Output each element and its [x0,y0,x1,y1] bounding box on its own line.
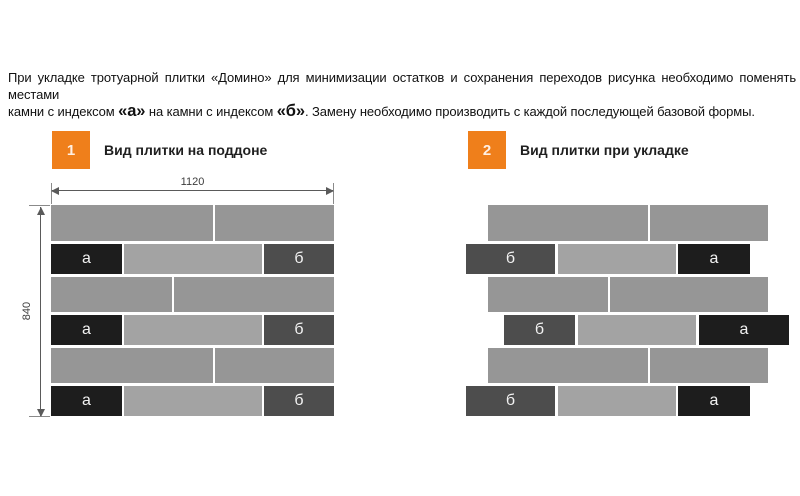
index-a-mark: «а» [118,102,146,120]
tile-gray [558,244,676,274]
tile-gray [174,277,334,312]
tile-gray [578,315,696,345]
intro-line-2: камни с индексом «а» на камни с индексом… [8,103,796,120]
tile-b: б [466,244,555,274]
tile-b: б [466,386,555,416]
laying-diagram: б а б а б а [466,205,789,416]
arrow-left-icon [51,187,59,195]
tile-gray [488,348,648,383]
tile-gray [650,205,768,241]
tile-gray [558,386,676,416]
section-1-header: 1 Вид плитки на поддоне [52,131,267,169]
tile-a: а [678,386,750,416]
tile-b: б [264,386,334,416]
tile-gray [215,348,334,383]
section-1-title: Вид плитки на поддоне [104,142,268,158]
height-dimension-label: 840 [21,301,33,321]
tile-b: б [264,315,334,345]
section-2-header: 2 Вид плитки при укладке [468,131,689,169]
intro-text: При укладке тротуарной плитки «Домино» д… [8,69,796,120]
pallet-diagram: а б а б а б [51,205,334,416]
tile-b: б [504,315,575,345]
intro-line-2-pre: камни с индексом [8,104,119,119]
tile-a: а [51,244,122,274]
tile-gray [650,348,768,383]
width-dimension-line [51,190,334,191]
tile-a: а [678,244,750,274]
intro-line-2-post: . Замену необходимо производить с каждой… [304,104,755,119]
section-1-number-badge: 1 [52,131,90,169]
height-dimension-line [40,207,41,417]
tile-gray [51,205,213,241]
tile-b: б [264,244,334,274]
index-b-mark: «б» [276,102,305,120]
section-2-title: Вид плитки при укладке [520,142,689,158]
tile-a: а [51,386,122,416]
arrow-right-icon [326,187,334,195]
tile-gray [488,205,648,241]
tile-a: а [699,315,789,345]
tile-gray [51,277,172,312]
tile-gray [51,348,213,383]
tile-gray [124,315,262,345]
tile-a: а [51,315,122,345]
section-2-number-badge: 2 [468,131,506,169]
tile-gray [488,277,608,312]
tile-gray [124,244,262,274]
intro-line-1: При укладке тротуарной плитки «Домино» д… [8,70,796,102]
arrow-down-icon [37,409,45,417]
extension-line-top [29,205,50,206]
arrow-up-icon [37,207,45,215]
width-dimension-label: 1120 [180,176,205,188]
tile-gray [124,386,262,416]
tile-gray [215,205,334,241]
intro-line-2-mid: на камни с индексом [145,104,277,119]
tile-gray [610,277,768,312]
